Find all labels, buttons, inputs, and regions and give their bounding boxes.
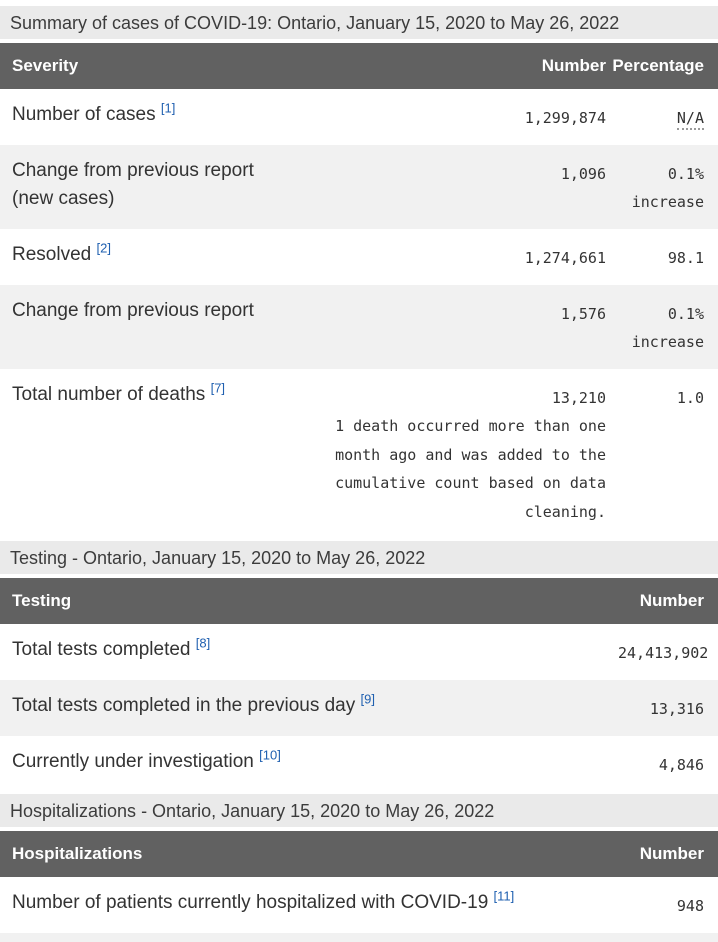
row-percentage: 0.1% increase — [631, 305, 704, 351]
testing-table-header: Testing Number — [0, 578, 718, 624]
section-caption-hospitalizations: Hospitalizations - Ontario, January 15, … — [0, 794, 718, 827]
hospitalizations-table: Hospitalizations Number Number of patien… — [0, 831, 718, 942]
row-label: Total patients in ICU due to COVID-relat… — [0, 933, 618, 942]
footnote-ref: [8] — [196, 636, 210, 651]
row-number: 1,096 — [560, 165, 606, 183]
summary-cases-table: Severity Number Percentage Number of cas… — [0, 43, 718, 539]
row-percentage: 98.1 — [667, 249, 704, 267]
footnote-ref-link[interactable]: [2] — [96, 240, 111, 256]
row-label: Resolved [2] — [12, 240, 111, 265]
footnote-ref-link[interactable]: [7] — [210, 380, 226, 396]
footnote-ref-link[interactable]: [11] — [493, 888, 515, 904]
footnote-ref: [7] — [211, 381, 225, 396]
row-number: 13,210 1 death occurred more than one mon… — [335, 369, 606, 539]
na-abbreviation: N/A — [676, 109, 704, 130]
footnote-ref-link[interactable]: [1] — [160, 100, 176, 116]
column-header-hospitalizations: Hospitalizations — [0, 831, 618, 877]
row-number: 1,299,874 — [524, 109, 606, 127]
table-row: Total tests completed in the previous da… — [0, 680, 718, 736]
row-percentage: 1.0 — [676, 389, 704, 407]
footnote-ref: [10] — [259, 748, 281, 763]
row-label: Currently under investigation [10] — [12, 747, 281, 772]
row-number: 4,846 — [658, 756, 704, 774]
footnote-ref-link[interactable]: [8] — [195, 635, 211, 651]
deaths-data-note: 1 death occurred more than one month ago… — [335, 417, 606, 521]
row-percentage: N/A — [606, 89, 718, 145]
table-row: Number of cases [1] 1,299,874 N/A — [0, 89, 718, 145]
table-row: Change from previous report (new cases) 1… — [0, 145, 718, 229]
row-label: Total tests completed in the previous da… — [12, 691, 375, 716]
row-number: 1,274,661 — [524, 249, 606, 267]
column-header-number: Number — [618, 831, 718, 877]
summary-table-header: Severity Number Percentage — [0, 43, 718, 89]
row-label-line2: (new cases) — [12, 188, 115, 209]
row-number: 948 — [676, 897, 704, 915]
row-number: 154 — [618, 933, 718, 942]
column-header-number: Number — [456, 43, 606, 89]
table-row: Total number of deaths [7] 13,210 1 death… — [0, 369, 718, 539]
row-label: Total number of deaths [7] — [12, 380, 226, 405]
column-header-severity: Severity — [0, 43, 456, 89]
section-caption-testing: Testing - Ontario, January 15, 2020 to M… — [0, 541, 718, 574]
row-label: Total tests completed [8] — [12, 635, 211, 660]
footnote-ref: [11] — [494, 889, 515, 904]
table-row: Change from previous report 1,576 0.1% i… — [0, 285, 718, 369]
footnote-ref-link[interactable]: [10] — [259, 747, 281, 763]
table-row: Currently under investigation [10] 4,846 — [0, 736, 718, 792]
section-caption-summary: Summary of cases of COVID-19: Ontario, J… — [0, 6, 718, 39]
column-header-testing: Testing — [0, 578, 618, 624]
row-label: Change from previous report (new cases) — [0, 145, 456, 229]
row-number: 1,576 — [560, 305, 606, 323]
row-label: Number of patients currently hospitalize… — [12, 888, 515, 913]
hospitalizations-table-header: Hospitalizations Number — [0, 831, 718, 877]
column-header-percentage: Percentage — [606, 43, 718, 89]
table-row: Total patients in ICU due to COVID-relat… — [0, 933, 718, 942]
table-row: Number of patients currently hospitalize… — [0, 877, 718, 933]
footnote-ref: [1] — [161, 101, 175, 116]
row-label: Change from previous report — [12, 300, 254, 321]
table-row: Total tests completed [8] 24,413,902 — [0, 624, 718, 680]
testing-table: Testing Number Total tests completed [8]… — [0, 578, 718, 792]
footnote-ref: [2] — [97, 241, 111, 256]
row-percentage: 0.1% increase — [631, 165, 704, 211]
column-header-number: Number — [618, 578, 718, 624]
row-label: Number of cases [1] — [12, 100, 176, 125]
footnote-ref-link[interactable]: [9] — [360, 691, 375, 707]
row-number: 24,413,902 — [618, 644, 709, 662]
footnote-ref: [9] — [361, 692, 375, 707]
table-row: Resolved [2] 1,274,661 98.1 — [0, 229, 718, 285]
row-number: 13,316 — [649, 700, 704, 718]
